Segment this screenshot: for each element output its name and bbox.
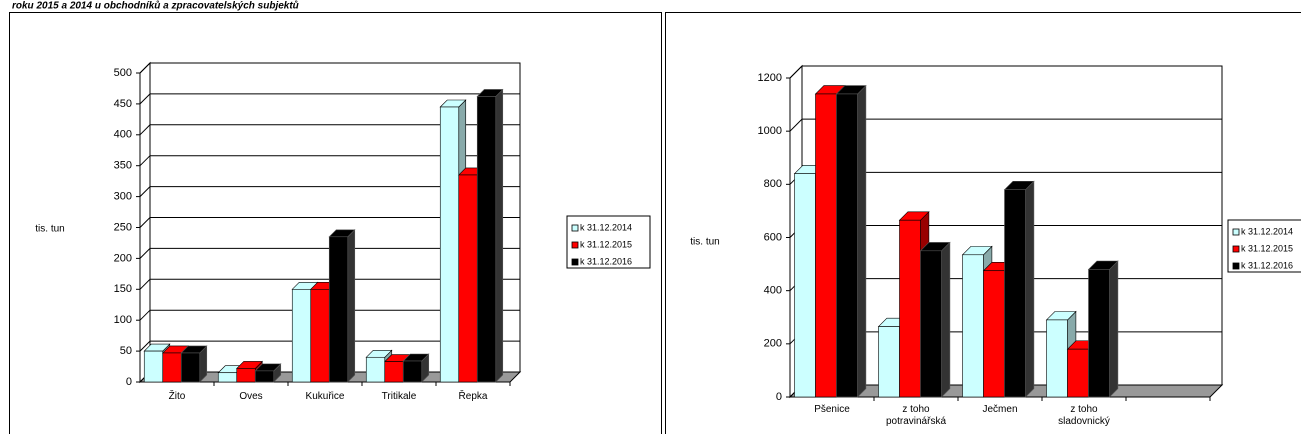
bar <box>291 288 312 383</box>
bar <box>920 250 942 398</box>
y-tick-label: 800 <box>764 178 782 190</box>
x-tick-label: Řepka <box>458 391 488 402</box>
grid-line <box>139 93 520 105</box>
y-tick-label: 1000 <box>758 125 782 137</box>
y-axis-label: tis. tun <box>690 237 719 248</box>
y-tick-label: 1200 <box>758 72 782 84</box>
bar <box>162 352 182 383</box>
panel <box>665 12 1301 434</box>
grid-line <box>139 309 520 321</box>
x-tick-label: Tritikale <box>381 391 417 402</box>
x-tick-label: Kukuřice <box>305 391 345 402</box>
legend-swatch <box>571 241 579 249</box>
bar <box>1088 269 1110 398</box>
bar <box>836 93 858 398</box>
grid-line <box>139 247 520 259</box>
y-axis-label: tis. tun <box>35 224 64 235</box>
y-tick-label: 600 <box>764 231 782 243</box>
legend-swatch <box>571 224 579 232</box>
bar <box>384 361 404 383</box>
legend-label: k 31.12.2014 <box>580 222 632 232</box>
legend <box>566 215 651 269</box>
bar <box>236 368 256 383</box>
y-tick-label: 100 <box>114 314 132 326</box>
legend-label: k 31.12.2016 <box>580 256 632 266</box>
legend-label: k 31.12.2014 <box>1241 226 1293 236</box>
bar-side <box>941 241 951 398</box>
x-tick-label: Pšenice <box>814 404 850 415</box>
bar <box>476 96 497 383</box>
legend-label: k 31.12.2015 <box>580 239 632 249</box>
y-tick-label: 350 <box>114 160 132 172</box>
x-tick-label: Ječmen <box>982 404 1018 415</box>
x-tick-label: z toho potravinářská <box>885 404 947 427</box>
bar <box>143 350 164 383</box>
page-title: roku 2015 a 2014 u obchodníků a zpracova… <box>12 0 299 12</box>
bar <box>439 106 460 383</box>
bar <box>1067 348 1089 398</box>
bar <box>402 360 423 383</box>
grid-line <box>139 186 520 197</box>
bar <box>328 236 349 383</box>
panel <box>9 12 662 434</box>
bar-side <box>347 229 356 383</box>
legend-label: k 31.12.2015 <box>1241 243 1293 253</box>
legend-swatch <box>571 258 579 266</box>
y-tick-label: 400 <box>114 129 132 141</box>
x-tick-label: z toho sladovnický <box>1058 404 1110 427</box>
x-tick-label: Oves <box>239 391 263 402</box>
grid-line <box>789 65 1222 79</box>
bar-side <box>1025 180 1035 398</box>
bar-side <box>857 84 867 398</box>
bar <box>458 174 478 383</box>
grid-line <box>789 118 1222 132</box>
legend-swatch <box>1232 245 1240 253</box>
y-tick-label: 200 <box>764 338 782 350</box>
y-tick-label: 500 <box>114 67 132 79</box>
grid-line <box>139 124 520 136</box>
grid-line <box>139 155 520 167</box>
y-tick-label: 400 <box>764 285 782 297</box>
y-tick-label: 200 <box>114 252 132 264</box>
bar <box>365 356 386 383</box>
bar <box>217 372 238 383</box>
legend-label: k 31.12.2016 <box>1241 260 1293 270</box>
legend-swatch <box>1232 262 1240 270</box>
legend-swatch <box>1232 228 1240 236</box>
bar <box>878 326 900 398</box>
bar <box>899 219 921 398</box>
x-tick-label: Žito <box>168 391 186 402</box>
legend <box>1227 219 1301 273</box>
y-tick-label: 250 <box>114 221 132 233</box>
y-tick-label: 300 <box>114 191 132 203</box>
bar-side <box>495 88 504 383</box>
bar <box>1004 189 1026 398</box>
bar <box>180 352 201 383</box>
grid-line <box>139 217 520 228</box>
grid-line <box>139 62 520 74</box>
bar <box>962 254 984 398</box>
y-tick-label: 450 <box>114 98 132 110</box>
bar <box>310 288 330 383</box>
y-tick-label: 0 <box>126 376 132 388</box>
y-tick-label: 0 <box>776 391 782 403</box>
grid-line <box>139 340 520 352</box>
bar <box>1046 319 1068 398</box>
bar <box>983 270 1005 398</box>
bar-side <box>1109 260 1119 398</box>
bar <box>815 93 837 398</box>
grid-line <box>139 278 520 290</box>
y-tick-label: 50 <box>120 345 132 357</box>
y-tick-label: 150 <box>114 283 132 295</box>
bar <box>254 370 275 383</box>
bar <box>794 173 816 398</box>
